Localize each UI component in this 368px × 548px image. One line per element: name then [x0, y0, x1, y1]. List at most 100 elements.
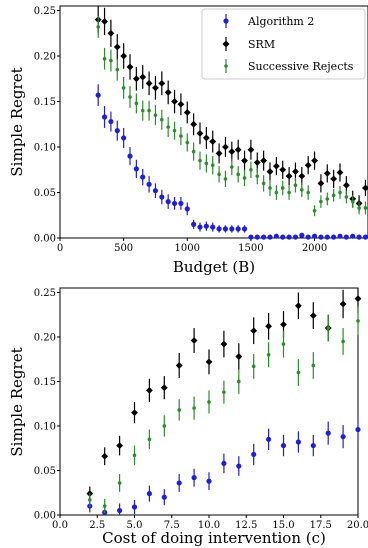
legend: Algorithm 2 SRM Successive Rejects [201, 8, 366, 80]
point-srm [228, 148, 236, 155]
legend-item-successive-rejects: Successive Rejects [224, 59, 354, 73]
point-successive-rejects [311, 363, 316, 368]
point-srm [139, 73, 147, 81]
point-algorithm-2 [280, 234, 286, 240]
point-algorithm-2 [310, 442, 316, 449]
point-srm [160, 384, 168, 392]
point-srm [247, 146, 255, 154]
point-srm [126, 63, 134, 71]
point-successive-rejects [312, 208, 317, 213]
point-srm [292, 168, 299, 175]
point-srm [177, 100, 185, 108]
legend-label: SRM [248, 38, 275, 51]
axes-ticks-budget: 0 500 1000 1500 2000 0.00 0.05 0.10 0.15 0.20 0.25 [34, 6, 328, 254]
point-successive-rejects [121, 86, 126, 90]
point-algorithm-2 [356, 234, 362, 240]
point-algorithm-2 [261, 234, 267, 240]
point-successive-rejects [363, 206, 368, 210]
point-successive-rejects [319, 199, 323, 204]
x-tick-label: 5.0 [127, 520, 143, 531]
x-tick-label: 12.5 [235, 520, 257, 531]
point-successive-rejects [207, 400, 211, 404]
point-srm [354, 295, 362, 303]
point-srm [164, 89, 172, 96]
point-algorithm-2 [337, 233, 343, 239]
point-srm [209, 138, 217, 145]
point-successive-rejects [117, 481, 122, 485]
y-tick-label: 0.20 [34, 332, 56, 343]
point-algorithm-2 [235, 226, 241, 232]
point-algorithm-2 [216, 226, 222, 232]
point-algorithm-2 [325, 430, 331, 436]
point-successive-rejects [249, 167, 253, 172]
x-tick-label: 0.0 [52, 520, 68, 531]
point-successive-rejects [179, 134, 183, 138]
point-algorithm-2 [266, 436, 272, 442]
point-algorithm-2 [161, 494, 167, 500]
x-tick-label: 10.0 [198, 520, 220, 531]
point-successive-rejects [293, 183, 298, 188]
point-srm [183, 109, 191, 116]
point-algorithm-2 [146, 491, 152, 497]
point-srm [362, 184, 368, 192]
point-successive-rejects [162, 424, 167, 428]
point-successive-rejects [325, 197, 330, 201]
point-srm [175, 362, 183, 369]
legend-label: Algorithm 2 [247, 15, 314, 28]
point-successive-rejects [147, 437, 152, 442]
point-algorithm-2 [236, 463, 242, 469]
point-successive-rejects [153, 113, 158, 117]
point-srm [158, 79, 166, 87]
point-successive-rejects [356, 319, 360, 323]
point-srm [120, 52, 128, 60]
point-successive-rejects [177, 408, 181, 412]
legend-marker [222, 40, 230, 48]
point-algorithm-2 [248, 234, 254, 240]
point-srm [339, 300, 347, 308]
point-successive-rejects [280, 186, 285, 190]
point-algorithm-2 [221, 460, 227, 466]
point-srm [266, 168, 274, 175]
point-algorithm-2 [355, 426, 361, 433]
point-algorithm-2 [251, 451, 257, 458]
point-srm [295, 302, 302, 310]
point-algorithm-2 [241, 226, 248, 232]
point-successive-rejects [268, 186, 272, 190]
point-algorithm-2 [121, 135, 127, 141]
point-algorithm-2 [254, 234, 260, 240]
point-successive-rejects [172, 128, 177, 133]
point-srm [116, 442, 123, 449]
point-algorithm-2 [152, 188, 159, 194]
x-axis-label-budget: Budget (B) [173, 258, 255, 276]
point-algorithm-2 [171, 200, 178, 207]
point-successive-rejects [344, 195, 349, 199]
point-srm [215, 149, 223, 157]
y-tick-label: 0.15 [34, 97, 56, 108]
x-tick-label: 20.0 [347, 520, 368, 531]
point-successive-rejects [191, 149, 196, 154]
point-algorithm-2 [318, 234, 324, 240]
point-successive-rejects [223, 177, 228, 181]
point-successive-rejects [350, 199, 355, 204]
point-successive-rejects [237, 379, 241, 384]
point-srm [272, 162, 280, 170]
point-algorithm-2 [184, 206, 190, 212]
y-tick-label: 0.25 [34, 6, 56, 17]
point-successive-rejects [134, 101, 139, 106]
x-tick-label: 17.5 [310, 520, 332, 531]
y-tick-label: 0.00 [34, 511, 56, 522]
point-successive-rejects [160, 117, 164, 122]
point-srm [330, 175, 338, 183]
x-tick-label: 7.5 [164, 520, 180, 531]
data-marks-budget [94, 6, 368, 240]
point-successive-rejects [102, 56, 107, 61]
point-srm [253, 159, 261, 166]
point-algorithm-2 [350, 233, 356, 239]
point-successive-rejects [115, 67, 120, 72]
point-srm [190, 120, 198, 128]
point-srm [220, 340, 228, 348]
point-successive-rejects [88, 498, 92, 502]
point-successive-rejects [217, 172, 221, 177]
point-algorithm-2 [108, 118, 114, 125]
